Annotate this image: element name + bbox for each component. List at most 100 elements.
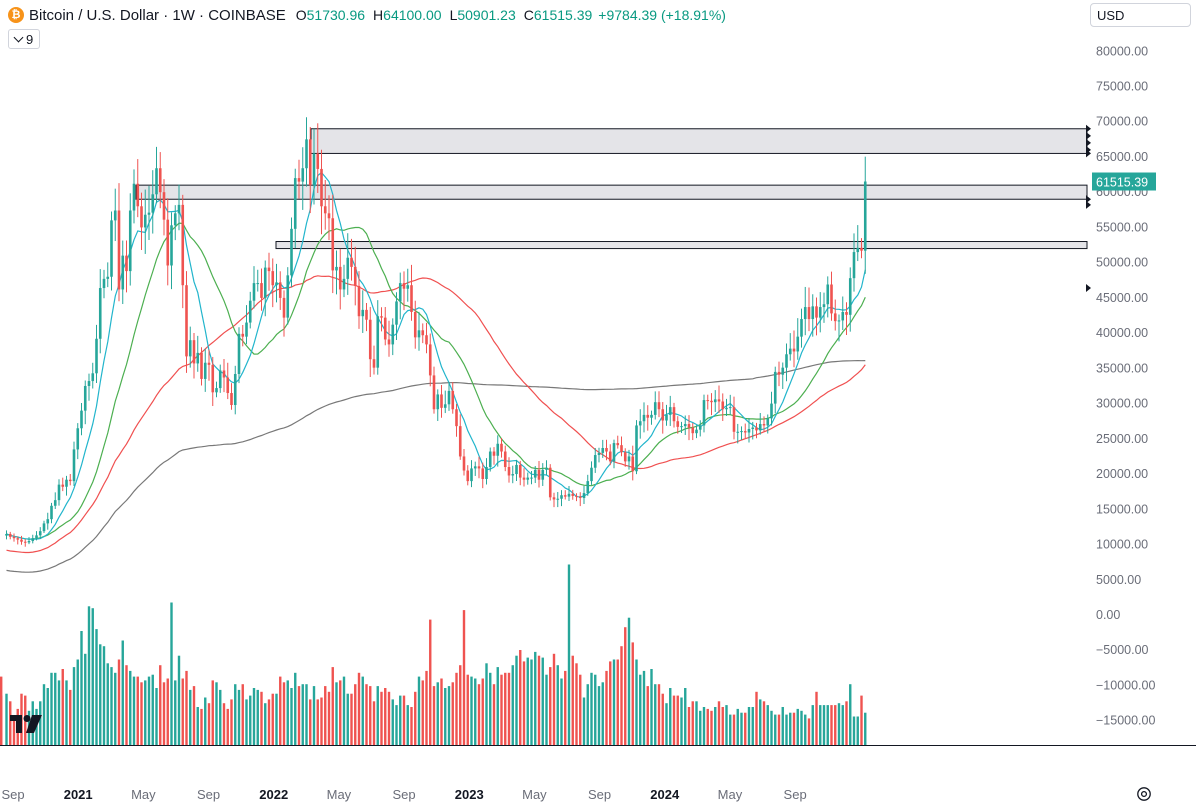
volume-bar [815,691,818,745]
candle-body [796,336,800,352]
volume-bar [170,602,173,745]
currency-selector[interactable]: USD [1090,3,1191,27]
volume-bar [725,705,728,745]
candle-body [98,288,102,339]
volume-bar [5,693,8,745]
candle-body [128,210,132,272]
candle-body [676,421,680,427]
volume-bar [492,684,496,745]
volume-bar [556,665,559,745]
candle-body [608,451,612,462]
candle-body [698,425,702,430]
close-key: C [523,7,534,23]
indicators-toggle-button[interactable]: 9 [8,29,41,49]
candle-body [507,467,511,476]
candle-body [590,467,593,482]
candle-body [87,381,91,386]
volume-bar [864,712,867,745]
time-tick-label: 2021 [64,787,93,802]
candle-body [38,531,42,536]
candle-body [537,469,541,480]
volume-bar [721,707,724,745]
candle-body [312,153,316,186]
volume-bar [530,659,533,745]
tradingview-logo-icon[interactable] [10,715,42,733]
candle-body [736,431,740,433]
volume-bar [114,672,117,745]
candle-body [20,539,23,542]
candle-body [61,484,65,487]
candle-body [642,414,646,422]
volume-bar [477,684,481,745]
candle-body [5,533,8,536]
price-tick-label: 30000.00 [1096,397,1148,411]
volume-bar [234,684,237,745]
candle-body [773,371,777,404]
candle-body [290,228,293,276]
volume-bar [624,627,627,745]
candle-body [113,210,117,221]
volume-bar [702,707,706,745]
candle-body [218,370,222,389]
candle-body [162,192,166,220]
volume-bar [849,684,852,745]
candle-body [721,401,725,410]
volume-bar [440,678,443,745]
candle-body [125,255,128,272]
time-tick-label: Sep [784,787,807,802]
volume-bar [290,688,293,745]
candle-body [567,493,571,497]
candle-body [522,477,526,480]
open-key: O [295,7,307,23]
candle-body [650,414,653,418]
candle-body [301,168,305,182]
symbol-title[interactable]: Bitcoin / U.S. Dollar · 1W · COINBASE [29,6,286,24]
low-key: L [449,7,458,23]
volume-bar [796,708,799,745]
candle-body [758,424,762,431]
volume-bar [361,676,364,745]
volume-bar [631,642,634,745]
moving-average-20 [6,222,866,540]
candle-body [252,283,256,301]
volume-bar [69,689,72,745]
volume-bar [425,670,428,745]
gear-icon[interactable] [1135,785,1153,803]
candle-body [451,390,455,410]
candle-body [372,359,376,368]
candle-body [402,283,406,289]
candle-body [672,407,676,422]
candle-body [811,306,815,320]
volume-bar [354,684,357,745]
volume-bar [391,699,394,745]
volume-bar [192,686,196,745]
candle-body [155,168,158,195]
candle-body [46,519,50,524]
volume-bar [789,712,792,745]
moving-average-8 [6,171,866,540]
candle-body [342,278,346,290]
candle-body [653,402,657,415]
candle-body [256,283,260,285]
candle-body [158,168,162,193]
volume-bar [781,707,784,745]
candle-body [616,443,620,446]
volume-bar [586,684,589,745]
volume-bar [155,688,158,745]
candle-body [170,225,173,266]
candle-body [470,468,473,482]
candle-body [743,431,747,433]
candle-body [848,278,852,315]
volume-bar [507,672,511,745]
candle-body [586,481,590,494]
candle-body [837,320,841,322]
volume-bar [687,707,691,745]
candle-body [95,338,98,374]
candle-body [792,348,796,352]
volume-bar [177,655,181,745]
price-tick-label: −10000.00 [1096,678,1155,692]
volume-bar [305,684,308,745]
volume-bar [241,684,244,745]
zone-marker-icon [1086,149,1091,158]
